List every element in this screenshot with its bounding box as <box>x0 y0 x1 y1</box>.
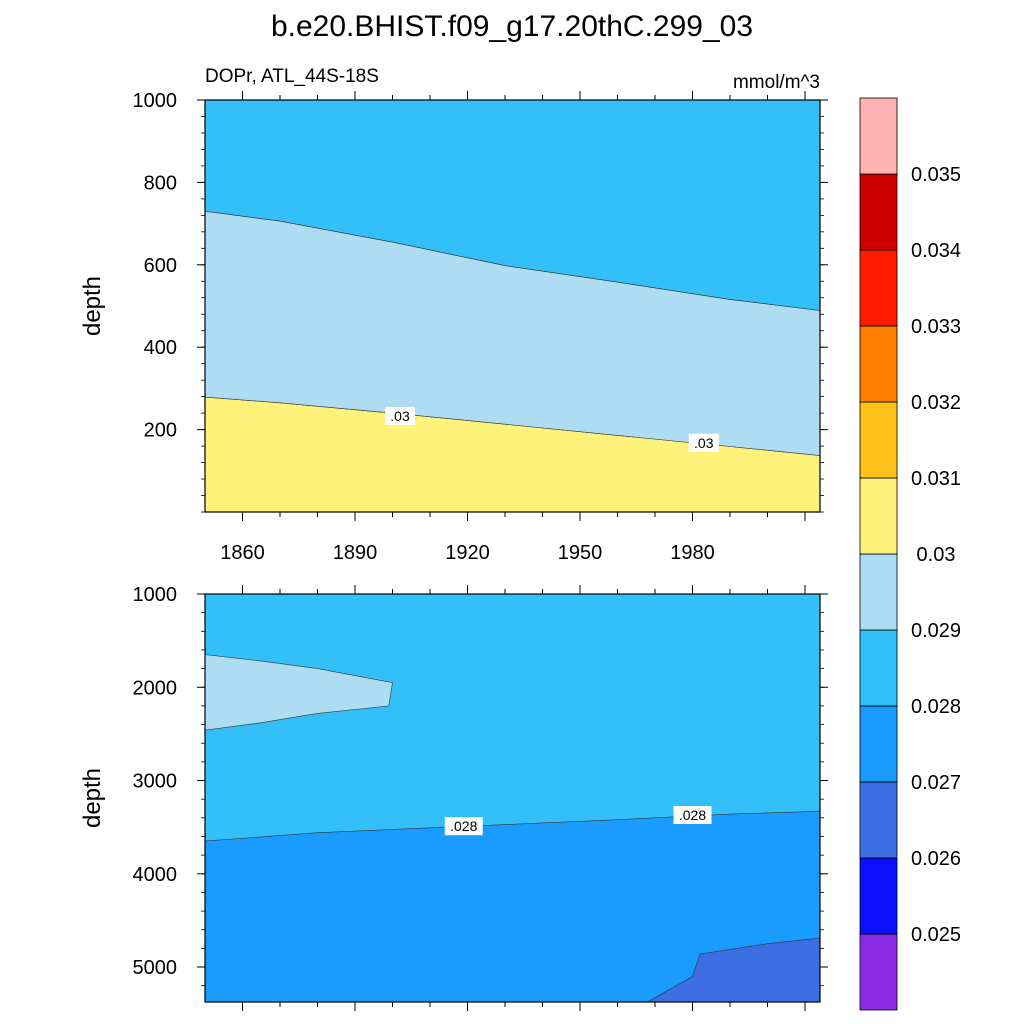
colorbar-label-6: 0.031 <box>911 468 961 490</box>
colorbar-box-9 <box>859 249 898 327</box>
contour-fill-lower-1 <box>204 654 393 731</box>
right-subtitle: mmol/m^3 <box>733 72 820 93</box>
colorbar-label-9: 0.034 <box>911 240 961 262</box>
figure-title: b.e20.BHIST.f09_g17.20thC.299_03 <box>271 10 753 43</box>
plot-frame-upper <box>204 99 821 513</box>
panel-lower: .028 .028 1000 2000 3000 4000 5000 depth <box>79 584 828 1011</box>
colorbar-label-1: 0.026 <box>911 848 961 870</box>
y-tick-label-upper-3: 800 <box>144 172 177 194</box>
x-tick-label-4: 1980 <box>670 542 715 564</box>
left-subtitle: DOPr, ATL_44S-18S <box>205 66 379 87</box>
colorbar-label-7: 0.032 <box>911 392 961 414</box>
y-axis-label-lower: depth <box>79 768 106 828</box>
contour-label-bg-lower-0 <box>444 817 483 836</box>
colorbar-box-8 <box>859 325 898 403</box>
y-tick-label-lower-1: 2000 <box>133 677 178 699</box>
contour-label-bg-lower-1 <box>673 806 712 825</box>
colorbar-box-10 <box>859 173 898 251</box>
y-tick-label-upper-4: 1000 <box>133 90 178 112</box>
colorbar-box-6 <box>859 477 898 555</box>
y-tick-label-upper-1: 400 <box>144 337 177 359</box>
colorbar-box-5 <box>859 553 898 631</box>
x-tick-label-0: 1860 <box>220 542 265 564</box>
colorbar-label-3: 0.028 <box>911 696 961 718</box>
contour-label-lower-0: .028 <box>450 818 477 834</box>
x-tick-label-1: 1890 <box>333 542 378 564</box>
colorbar-box-1 <box>859 857 898 935</box>
colorbar-box-2 <box>859 781 898 859</box>
contour-label-bg-upper-0 <box>385 407 415 426</box>
plots: .03 .03 200 400 600 800 1000 1860 1890 1920 1950 19… <box>79 66 828 1011</box>
y-tick-label-lower-2: 3000 <box>133 771 178 793</box>
y-tick-label-lower-3: 4000 <box>133 864 178 886</box>
plot-frame-lower <box>204 593 821 1003</box>
colorbar-label-8: 0.033 <box>911 316 961 338</box>
contour-label-upper-0: .03 <box>390 408 410 424</box>
colorbar-box-7 <box>859 401 898 479</box>
colorbar-box-0 <box>859 933 898 1011</box>
colorbar: 0.025 0.026 0.027 0.028 0.029 0.03 0.031 0.032 0… <box>859 97 961 1011</box>
colorbar-box-11 <box>859 97 898 175</box>
colorbar-label-10: 0.035 <box>911 164 961 186</box>
colorbar-label-4: 0.029 <box>911 620 961 642</box>
y-tick-label-upper-0: 200 <box>144 420 177 442</box>
y-axis-label-upper: depth <box>79 276 106 336</box>
y-tick-label-upper-2: 600 <box>144 255 177 277</box>
colorbar-box-3 <box>859 705 898 783</box>
colorbar-box-4 <box>859 629 898 707</box>
y-tick-label-lower-4: 5000 <box>133 957 178 979</box>
x-tick-label-3: 1950 <box>558 542 603 564</box>
colorbar-label-2: 0.027 <box>911 772 961 794</box>
colorbar-label-0: 0.025 <box>911 924 961 946</box>
y-tick-label-lower-0: 1000 <box>133 584 178 606</box>
colorbar-label-5: 0.03 <box>917 544 956 566</box>
contour-label-upper-1: .03 <box>694 435 714 451</box>
x-tick-label-2: 1920 <box>445 542 490 564</box>
panel-upper: .03 .03 200 400 600 800 1000 1860 1890 1920 1950 19… <box>79 66 828 564</box>
contour-label-bg-upper-1 <box>688 433 719 452</box>
contour-label-lower-1: .028 <box>679 807 706 823</box>
